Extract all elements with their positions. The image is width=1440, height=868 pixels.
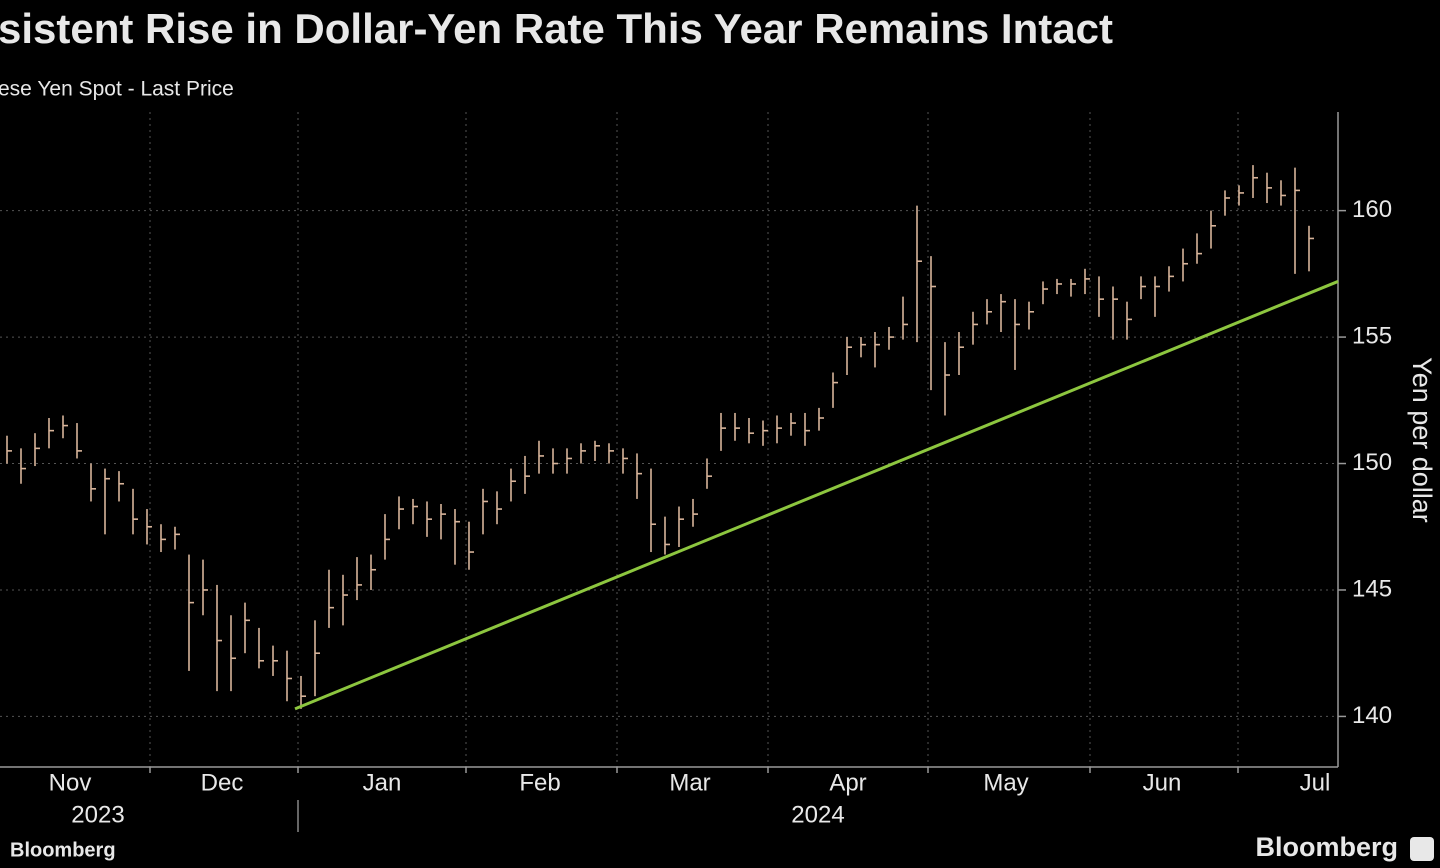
trend-line [294,280,1339,711]
x-tick-label: Dec [201,769,244,796]
x-tick-label: May [983,769,1028,796]
y-tick-label: 160 [1352,196,1392,223]
chart-title: sistent Rise in Dollar-Yen Rate This Yea… [0,5,1113,52]
y-tick-label: 140 [1352,702,1392,729]
y-tick-label: 155 [1352,322,1392,349]
x-tick-label: Feb [519,769,560,796]
x-tick-label: Apr [829,769,866,796]
logo-icon [1410,837,1434,861]
year-label: 2024 [791,801,844,828]
footer-source: Bloomberg [10,839,116,861]
footer-logo: Bloomberg [1255,832,1398,862]
y-tick-label: 145 [1352,575,1392,602]
y-axis-label: Yen per dollar [1407,357,1437,523]
x-tick-label: Jun [1143,769,1182,796]
year-label: 2023 [71,801,124,828]
x-tick-label: Jan [363,769,402,796]
x-tick-label: Nov [49,769,92,796]
x-tick-label: Jul [1300,769,1331,796]
x-tick-label: Mar [669,769,710,796]
chart-subtitle: ese Yen Spot - Last Price [0,78,234,101]
y-tick-label: 150 [1352,449,1392,476]
